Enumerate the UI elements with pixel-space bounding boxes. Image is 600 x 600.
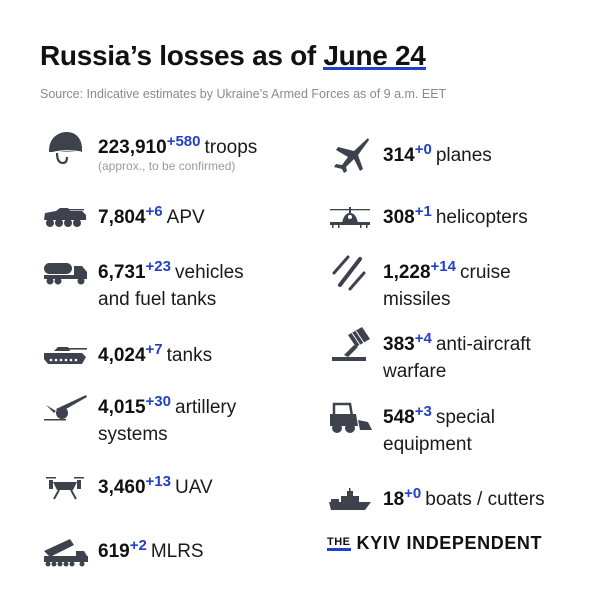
fuel-truck-icon [40,253,90,293]
loader-icon [325,398,375,438]
mlrs-icon [40,532,90,572]
logo-name: KYIV INDEPENDENT [356,533,543,553]
logo-the: THE [327,536,351,551]
apv-icon [40,198,90,238]
page-title: Russia’s losses as of June 24 [40,40,426,72]
stat-cruise-missiles: 1,228+14 cruise missiles [325,253,511,313]
tank-icon [40,336,90,376]
stat-troops: 223,910+580 troops (approx., to be confirm… [40,128,257,173]
ship-icon [325,480,375,520]
artillery-icon [40,388,90,428]
anti-aircraft-icon [325,325,375,365]
stat-anti-aircraft: 383+4 anti-aircraft warfare [325,325,531,385]
stat-vehicles: 6,731+23 vehicles and fuel tanks [40,253,244,313]
stat-tanks: 4,024+7 tanks [40,336,212,376]
title-date: June 24 [323,40,426,71]
helmet-icon [40,128,90,168]
plane-icon [325,136,375,176]
stat-helicopters: 308+1 helicopters [325,198,528,238]
stat-special-equipment: 548+3 special equipment [325,398,495,458]
helicopter-icon [325,198,375,238]
stat-mlrs: 619+2 MLRS [40,532,204,572]
stat-apv: 7,804+6 APV [40,198,205,238]
stat-planes: 314+0 planes [325,136,492,176]
missile-icon [325,253,375,293]
title-prefix: Russia’s losses as of [40,40,324,71]
source-note: Source: Indicative estimates by Ukraine’… [40,87,447,101]
kyiv-independent-logo: THE KYIV INDEPENDENT [327,533,542,554]
drone-icon [40,468,90,508]
stat-uav: 3,460+13 UAV [40,468,213,508]
stat-boats: 18+0 boats / cutters [325,480,545,520]
stat-artillery: 4,015+30 artillery systems [40,388,236,448]
